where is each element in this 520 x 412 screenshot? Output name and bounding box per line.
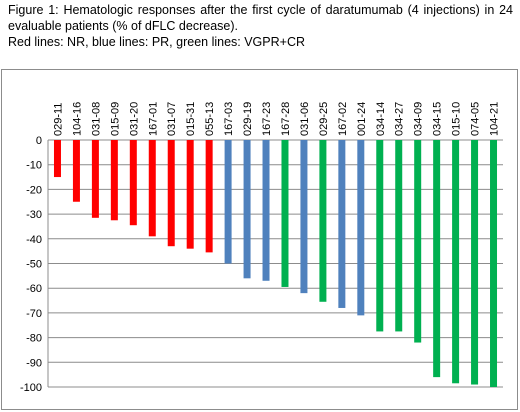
y-tick-label: -80: [26, 333, 42, 345]
y-tick-label: -40: [26, 234, 42, 246]
x-tick-label: 015-31: [185, 102, 197, 136]
bar-167-03: [224, 140, 232, 264]
bar-015-31: [186, 140, 194, 249]
bar-167-01: [148, 140, 156, 237]
bar-029-25: [319, 140, 327, 302]
y-tick-label: -100: [20, 382, 42, 394]
x-tick-label: 055-13: [204, 102, 216, 136]
chart-frame: [1, 69, 518, 410]
bar-104-16: [72, 140, 80, 202]
bar-034-14: [376, 140, 384, 332]
x-tick-label: 029-19: [242, 102, 254, 136]
bar-104-21: [490, 140, 498, 387]
y-tick-label: -90: [26, 357, 42, 369]
y-tick-label: -50: [26, 259, 42, 271]
x-tick-label: 031-20: [128, 102, 140, 136]
bar-034-27: [395, 140, 403, 332]
bar-029-11: [53, 140, 61, 178]
x-tick-label: 034-09: [413, 102, 425, 136]
bars: [53, 140, 498, 387]
bar-034-15: [433, 140, 441, 378]
x-tick-label: 104-16: [71, 102, 83, 136]
bar-167-28: [281, 140, 289, 287]
bar-031-20: [129, 140, 137, 226]
y-axis-ticks: 0 -10 -20 -30 -40 -50 -60 -70 -80 -90 -100: [20, 135, 42, 394]
x-tick-label: 167-03: [223, 102, 235, 136]
bar-055-13: [205, 140, 213, 253]
x-tick-label: 031-07: [166, 102, 178, 136]
x-tick-label: 167-28: [280, 102, 292, 136]
gridlines: [47, 139, 503, 388]
figure-caption: Figure 1: Hematologic responses after th…: [8, 2, 513, 50]
x-tick-label: 167-02: [337, 102, 349, 136]
bar-015-09: [110, 140, 118, 221]
x-tick-label: 104-21: [489, 102, 501, 136]
y-tick-label: 0: [36, 135, 42, 147]
bar-015-10: [452, 140, 460, 384]
bar-167-23: [262, 140, 270, 281]
x-tick-label: 034-27: [394, 102, 406, 136]
caption-title: Figure 1: Hematologic responses after th…: [8, 3, 513, 33]
x-tick-label: 015-09: [109, 102, 121, 136]
y-tick-label: -20: [26, 184, 42, 196]
x-axis-ticks: 029-11 104-16 031-08 015-09 031-20 167-01 031-…: [52, 102, 500, 136]
y-tick-label: -70: [26, 308, 42, 320]
x-tick-label: 031-08: [90, 102, 102, 136]
x-tick-label: 167-01: [147, 102, 159, 136]
y-tick-label: -10: [26, 160, 42, 172]
x-tick-label: 015-10: [451, 102, 463, 136]
bar-029-19: [243, 140, 251, 279]
x-tick-label: 034-15: [432, 102, 444, 136]
bar-074-05: [471, 140, 479, 385]
y-tick-label: -30: [26, 209, 42, 221]
caption-legend-note: Red lines: NR, blue lines: PR, green lin…: [8, 35, 306, 49]
bar-167-02: [338, 140, 346, 308]
x-tick-label: 074-05: [470, 102, 482, 136]
bar-001-24: [357, 140, 365, 316]
x-tick-label: 029-11: [52, 103, 64, 136]
x-tick-label: 001-24: [356, 102, 368, 136]
bar-031-07: [167, 140, 175, 247]
x-tick-label: 029-25: [318, 102, 330, 136]
bar-031-06: [300, 140, 308, 294]
y-tick-label: -60: [26, 283, 42, 295]
x-tick-label: 034-14: [375, 102, 387, 136]
x-tick-label: 031-06: [299, 102, 311, 136]
bar-034-09: [414, 140, 422, 343]
bar-031-08: [91, 140, 99, 218]
x-tick-label: 167-23: [261, 102, 273, 136]
